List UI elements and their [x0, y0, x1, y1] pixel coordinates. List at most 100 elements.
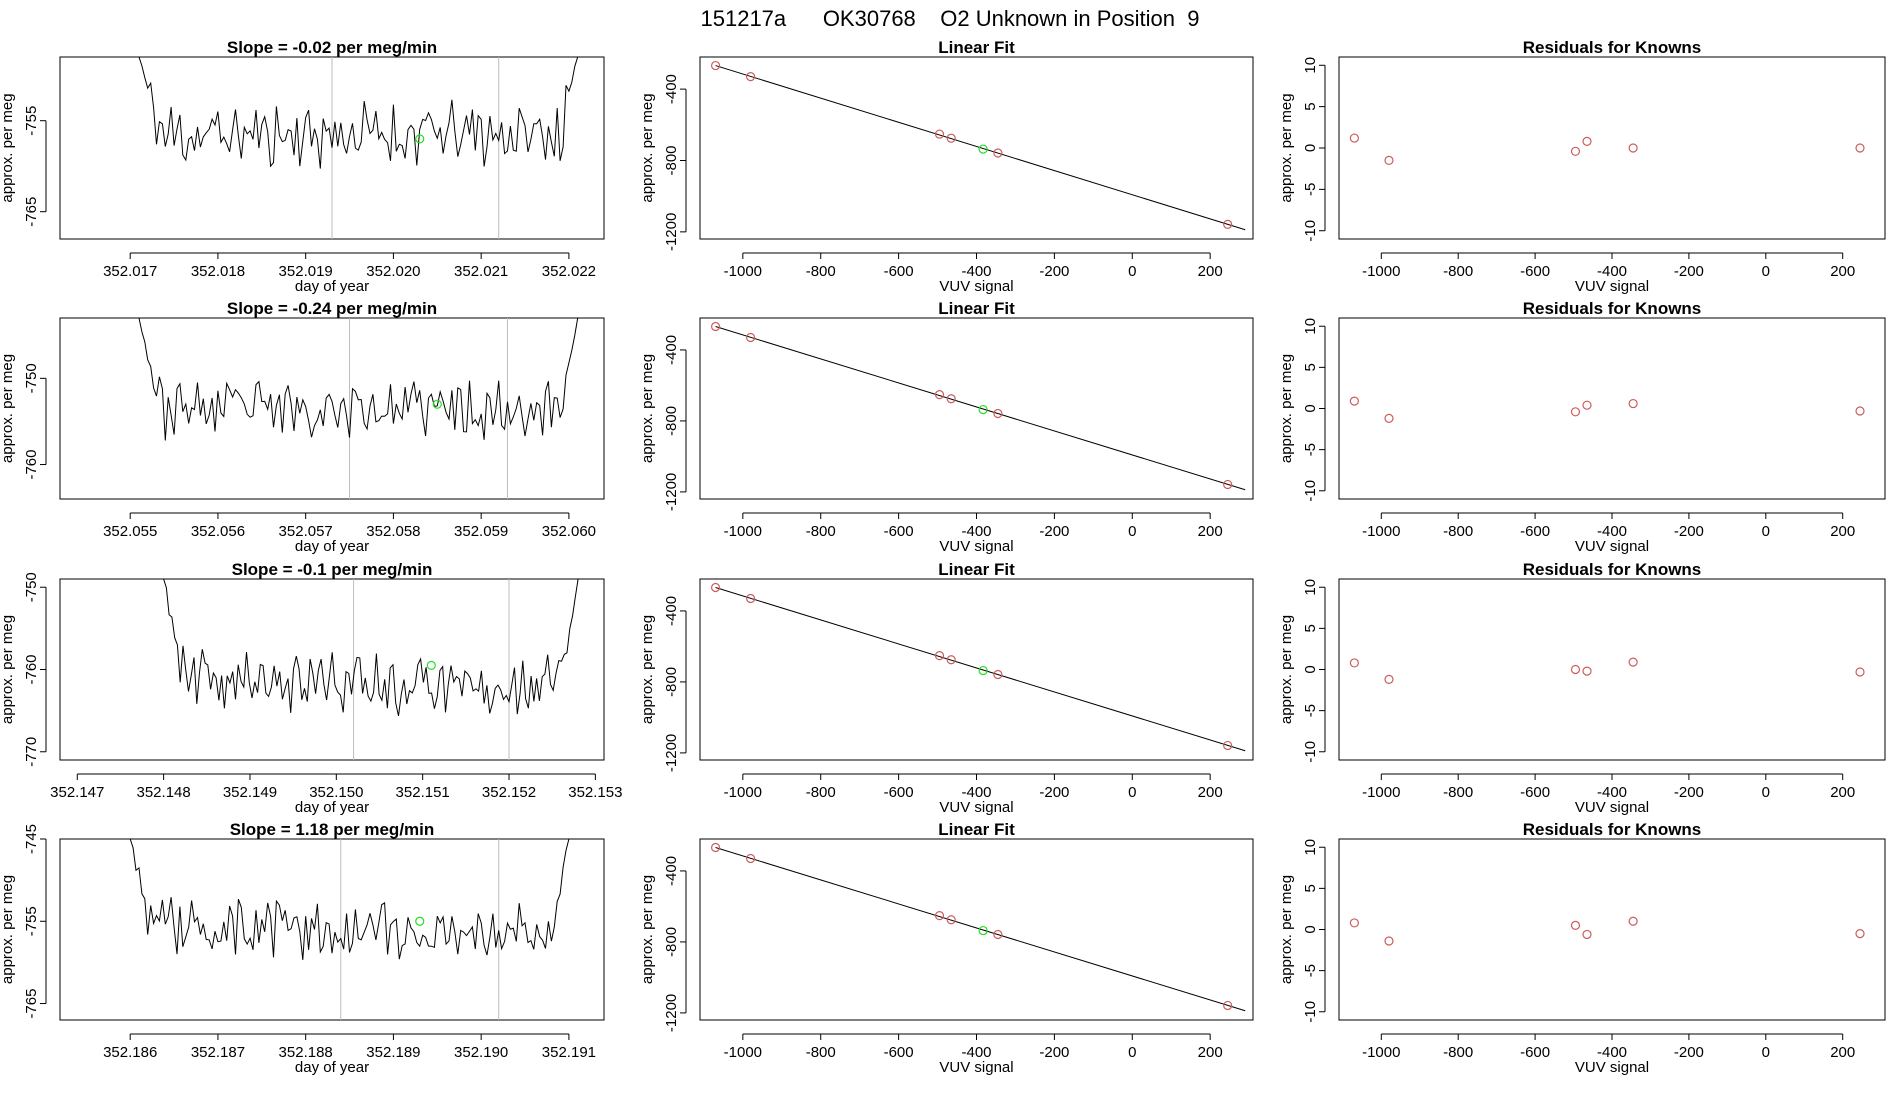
y-tick-label: -745 — [23, 824, 40, 854]
signal-trace — [163, 579, 579, 717]
x-axis-title: VUV signal — [939, 538, 1013, 555]
x-axis-title: day of year — [295, 799, 369, 816]
known-point — [934, 390, 945, 400]
fit-line — [715, 65, 1246, 231]
x-axis-title: day of year — [295, 278, 369, 295]
x-tick-label: 352.186 — [103, 1044, 157, 1061]
residual-point — [1855, 929, 1865, 939]
x-tick-label: 0 — [1762, 784, 1770, 801]
y-tick-label: -1200 — [663, 994, 680, 1032]
y-tick-label: 10 — [1302, 57, 1319, 74]
x-axis-title: VUV signal — [939, 278, 1013, 295]
known-point — [993, 148, 1003, 158]
x-tick-label: -1000 — [724, 523, 762, 540]
x-tick-label: 0 — [1128, 784, 1136, 801]
plot-frame — [699, 578, 1254, 761]
x-tick-label: -1000 — [1362, 523, 1400, 540]
time-series-panel-row-1: 352.017 352.018 352.019 352.020 352.021 352.0… — [0, 38, 605, 295]
y-tick-label: -10 — [1302, 1001, 1319, 1023]
x-tick-label: 352.147 — [50, 784, 104, 801]
y-tick-label: -400 — [663, 74, 680, 104]
known-point — [946, 915, 956, 925]
y-tick-label: -765 — [23, 989, 40, 1019]
y-tick-label: -755 — [23, 106, 40, 136]
x-axis-title: VUV signal — [939, 1059, 1013, 1076]
x-tick-label: -200 — [1674, 263, 1704, 280]
x-tick-label: -800 — [806, 1044, 836, 1061]
y-tick-label: -5 — [1302, 443, 1319, 456]
x-axis-title: VUV signal — [1575, 1059, 1649, 1076]
x-tick-label: -400 — [1597, 784, 1627, 801]
y-axis-title: approx. per meg — [0, 615, 16, 724]
x-tick-label: -600 — [1520, 784, 1550, 801]
residual-point — [1384, 674, 1394, 684]
y-axis-title: approx. per meg — [639, 93, 656, 202]
y-tick-label: -5 — [1302, 183, 1319, 196]
y-axis-title: approx. per meg — [1278, 93, 1295, 202]
residual-point — [1855, 667, 1865, 677]
x-tick-label: -400 — [1597, 263, 1627, 280]
y-tick-label: -400 — [663, 335, 680, 365]
x-tick-label: 352.019 — [279, 263, 333, 280]
y-tick-label: 0 — [1302, 665, 1319, 673]
y-tick-label: -760 — [23, 654, 40, 684]
known-point — [934, 129, 945, 139]
x-tick-label: 352.017 — [103, 263, 157, 280]
x-tick-label: -800 — [806, 784, 836, 801]
residual-point — [1628, 916, 1638, 926]
x-tick-label: 200 — [1830, 523, 1855, 540]
residuals-title: Residuals for Knowns — [1523, 38, 1702, 57]
x-tick-label: -1000 — [1362, 784, 1400, 801]
time-series-title: Slope = -0.24 per meg/min — [227, 299, 437, 318]
y-tick-label: -750 — [23, 363, 40, 393]
x-tick-label: 200 — [1198, 263, 1223, 280]
x-tick-label: -200 — [1674, 523, 1704, 540]
y-tick-label: 5 — [1302, 624, 1319, 632]
x-tick-label: 352.021 — [454, 263, 508, 280]
y-tick-label: 0 — [1302, 404, 1319, 412]
x-tick-label: -200 — [1674, 784, 1704, 801]
residual-point — [1349, 133, 1359, 143]
unknown-point — [978, 404, 988, 415]
x-tick-label: 200 — [1830, 1044, 1855, 1061]
y-tick-label: -1200 — [663, 473, 680, 511]
x-tick-label: 0 — [1128, 263, 1136, 280]
known-point — [946, 394, 956, 404]
known-point — [993, 408, 1003, 419]
y-tick-label: -1200 — [663, 734, 680, 772]
x-tick-label: -200 — [1039, 784, 1069, 801]
residual-point — [1582, 400, 1592, 410]
residual-point — [1570, 407, 1581, 417]
y-tick-label: -800 — [663, 927, 680, 957]
x-tick-label: -200 — [1039, 523, 1069, 540]
time-series-panel-row-4: 352.186 352.187 352.188 352.189 352.190 352.1… — [0, 820, 605, 1076]
y-axis-title: approx. per meg — [1278, 354, 1295, 463]
unknown-point — [432, 399, 442, 409]
known-point — [993, 929, 1003, 940]
y-tick-label: -800 — [663, 145, 680, 175]
residuals-panel-row-4: -1000 -800 -600 -400 -200 0 200 VUV signal 10 5 0 -… — [1278, 820, 1886, 1076]
residual-point — [1570, 920, 1581, 930]
x-tick-label: 0 — [1762, 1044, 1770, 1061]
residual-point — [1855, 143, 1865, 153]
x-tick-label: 352.055 — [103, 523, 157, 540]
x-tick-label: -600 — [1520, 523, 1550, 540]
y-tick-label: -770 — [23, 737, 40, 767]
y-axis-title: approx. per meg — [0, 354, 16, 463]
time-series-title: Slope = -0.02 per meg/min — [227, 38, 437, 57]
known-point — [746, 853, 756, 864]
x-tick-label: -1000 — [724, 263, 762, 280]
y-axis-title: approx. per meg — [639, 615, 656, 724]
residuals-panel-row-3: -1000 -800 -600 -400 -200 0 200 VUV signal 10 5 0 -… — [1278, 560, 1886, 816]
y-axis-title: approx. per meg — [639, 354, 656, 463]
known-point — [946, 133, 956, 143]
y-axis-title: approx. per meg — [0, 93, 16, 202]
x-tick-label: 352.060 — [542, 523, 596, 540]
x-tick-label: -600 — [1520, 263, 1550, 280]
figure-title: 151217a OK30768 O2 Unknown in Position 9 — [701, 6, 1200, 31]
x-tick-label: -600 — [884, 523, 914, 540]
known-point — [746, 332, 756, 343]
residual-point — [1384, 413, 1394, 423]
residual-point — [1582, 666, 1592, 676]
